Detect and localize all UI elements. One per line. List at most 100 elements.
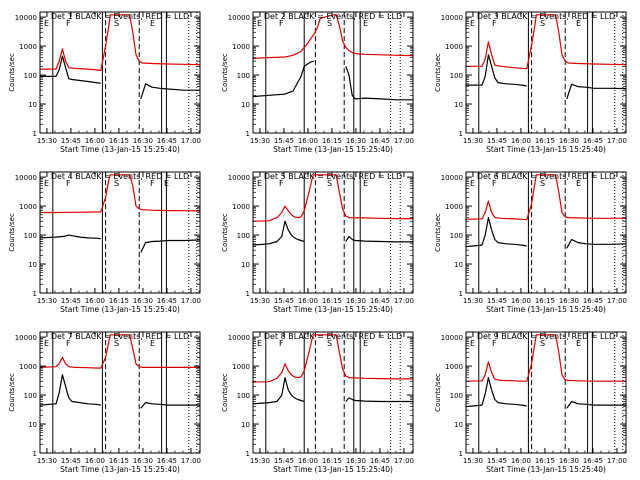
flag-label: S [540,339,545,348]
x-tick-label: 17:00 [181,457,201,465]
series-group [40,14,200,100]
x-tick-label: 16:15 [535,297,555,305]
series-group [253,14,413,101]
x-tick-label: 17:00 [607,457,627,465]
x-tick-label: 15:45 [61,457,81,465]
y-tick-label: 1 [246,290,250,298]
y-tick-label: 10 [454,421,463,429]
y-tick-label: 1000 [445,363,463,371]
x-axis-label: Start Time (13-Jan-15 15:25:40) [486,465,606,474]
flag-label: E [257,339,262,348]
x-tick-label: 16:30 [559,457,579,465]
y-tick-label: 1 [459,290,463,298]
x-tick-label: 15:30 [37,137,57,145]
x-tick-label: 16:00 [511,457,531,465]
y-tick-label: 10 [28,101,37,109]
x-axis-label: Start Time (13-Jan-15 15:25:40) [486,145,606,154]
plot-frame [252,11,414,134]
x-tick-label: 16:45 [157,457,177,465]
flag-label: S [327,339,332,348]
plot-frame [39,11,201,134]
x-tick-label: 15:45 [274,457,294,465]
flag-label: E [257,19,262,28]
series-line-events [40,374,200,409]
x-axis-label: Start Time (13-Jan-15 15:25:40) [60,305,180,314]
y-tick-label: 10000 [15,334,37,342]
y-axis-label: Counts/sec [434,53,442,92]
series-line-lld [466,334,626,382]
y-tick-label: 1 [459,130,463,138]
x-tick-label: 16:15 [535,137,555,145]
series-line-events [40,234,200,253]
x-tick-label: 15:30 [37,457,57,465]
series-line-events [466,217,626,249]
y-tick-label: 1 [33,290,37,298]
plot-frame [252,331,414,454]
x-tick-label: 17:00 [394,297,414,305]
x-tick-label: 16:15 [535,457,555,465]
x-tick-label: 17:00 [607,137,627,145]
x-tick-label: 15:45 [61,137,81,145]
chart-panel-det-7: 1 10 100 1000 10000 15:30 15:45 16:00 16:15 16:30… [8,331,201,474]
y-axis-label: Counts/sec [8,213,16,252]
x-tick-label: 16:30 [133,297,153,305]
flag-label: E [576,179,581,188]
series-line-lld [40,174,200,214]
x-tick-label: 16:30 [559,297,579,305]
chart-title: Det 1 BLACK = Events, RED = LLD [51,12,189,21]
flag-label: E [363,339,368,348]
flag-label: S [540,179,545,188]
y-tick-label: 100 [24,232,37,240]
flag-label: F [66,179,71,188]
plot-frame [39,331,201,454]
x-tick-label: 15:30 [463,297,483,305]
series-line-lld [253,14,413,59]
x-tick-label: 15:45 [274,137,294,145]
y-tick-label: 10000 [441,14,463,22]
x-tick-label: 16:15 [109,297,129,305]
y-tick-label: 10000 [441,174,463,182]
flag-label: S [327,179,332,188]
flag-label: E [576,19,581,28]
series-line-lld [466,174,626,221]
y-tick-label: 1 [33,130,37,138]
flag-label: E [470,19,475,28]
series-line-lld [40,334,200,369]
x-tick-label: 16:30 [346,457,366,465]
x-tick-label: 16:00 [298,137,318,145]
flag-label: S [114,339,119,348]
x-tick-label: 16:15 [322,297,342,305]
y-tick-label: 1 [33,450,37,458]
series-group [466,14,626,100]
x-axis-label: Start Time (13-Jan-15 15:25:40) [486,305,606,314]
y-tick-label: 1000 [19,363,37,371]
plot-frame [465,331,627,454]
chart-panel-det-5: 1 10 100 1000 10000 15:30 15:45 16:00 16:15 16:30… [221,171,414,314]
x-tick-label: 17:00 [181,137,201,145]
plot-frame [39,171,201,294]
x-tick-label: 16:45 [583,297,603,305]
y-tick-label: 10 [28,261,37,269]
x-tick-label: 16:45 [157,137,177,145]
flag-label: E [470,339,475,348]
series-line-events [253,377,413,405]
flag-label: E [44,19,49,28]
y-tick-label: 10 [241,261,250,269]
flag-label: E [44,339,49,348]
y-tick-label: 1000 [445,43,463,51]
series-group [466,334,626,409]
x-tick-label: 16:30 [133,137,153,145]
flag-label: F [150,179,155,188]
x-axis-label: Start Time (13-Jan-15 15:25:40) [273,465,393,474]
y-tick-label: 100 [450,392,463,400]
y-tick-label: 10 [454,101,463,109]
x-tick-label: 15:45 [487,297,507,305]
series-group [40,174,200,253]
y-tick-label: 1000 [232,43,250,51]
flag-label: E [164,179,169,188]
y-tick-label: 10000 [228,14,250,22]
y-tick-label: 10000 [228,334,250,342]
series-group [466,174,626,249]
series-group [253,174,413,246]
